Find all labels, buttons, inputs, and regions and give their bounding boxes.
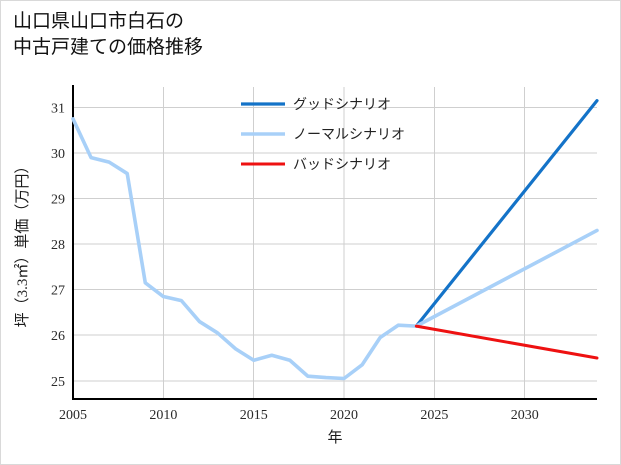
page-title: 山口県山口市白石の 中古戸建ての価格推移 [13, 11, 204, 58]
y-tick-label: 28 [51, 238, 65, 253]
legend-label: バッドシナリオ [293, 158, 391, 173]
gridlines-horizontal [73, 106, 597, 382]
legend-label: グッドシナリオ [293, 97, 391, 113]
svg-text:坪（3.3㎡）単価（万円）: 坪（3.3㎡）単価（万円） [14, 159, 31, 328]
x-tick-label: 2005 [59, 408, 87, 423]
y-tick-label: 31 [51, 101, 65, 116]
series-line-good [414, 99, 599, 328]
x-axis-title: 年 [327, 429, 342, 446]
x-tick-label: 2030 [511, 408, 539, 423]
x-tick-label: 2020 [330, 408, 358, 423]
y-tick-label: 30 [51, 147, 65, 162]
x-tick-label: 2010 [149, 408, 177, 423]
data-series [71, 99, 599, 381]
x-tick-label: 2015 [240, 408, 268, 423]
axis-titles: 年 坪（3.3㎡）単価（万円） [14, 159, 343, 446]
x-tick-label: 2025 [420, 408, 448, 423]
y-tick-label: 25 [51, 375, 65, 390]
series-line-normal [71, 117, 599, 381]
y-tick-label: 26 [51, 329, 65, 344]
y-axis-title: 坪（3.3㎡）単価（万円） [14, 159, 31, 328]
y-axis-tick-labels: 25 26 27 28 29 30 31 [51, 101, 65, 389]
plot-spines [72, 85, 597, 400]
y-tick-label: 29 [51, 193, 65, 208]
legend-label: ノーマルシナリオ [293, 128, 405, 143]
x-axis-tick-labels: 2005 2010 2015 2020 2025 2030 [59, 408, 539, 423]
y-tick-label: 27 [51, 284, 65, 299]
series-line-bad [414, 324, 599, 360]
